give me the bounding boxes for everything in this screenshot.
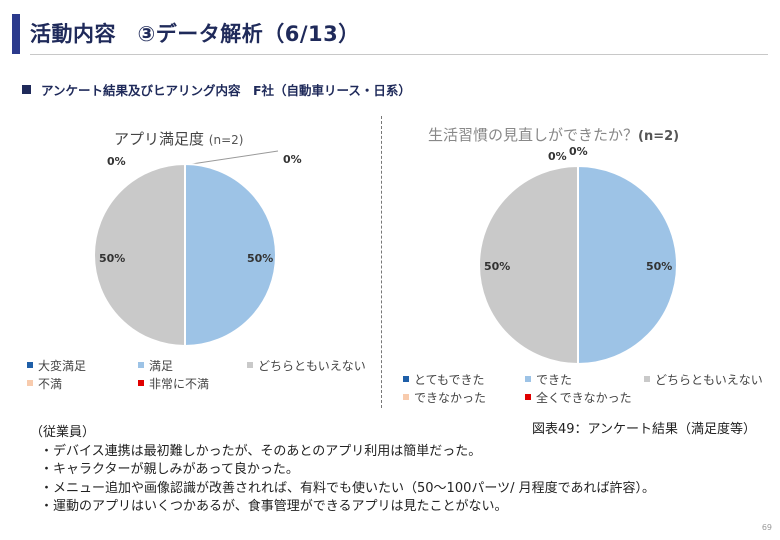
legend-swatch-icon — [27, 380, 33, 386]
figure-caption: 図表49：アンケート結果（満足度等） — [532, 422, 757, 437]
legend-swatch-icon — [403, 394, 409, 400]
chart1-data-label-top-left: 0% — [107, 155, 126, 168]
chart1-slice-1 — [184, 162, 277, 348]
chart1-legend-label: どちらともいえない — [258, 359, 366, 373]
comments-block: （従業員） ・デバイス連携は最初難しかったが、そのあとのアプリ利用は簡単だった。… — [30, 424, 655, 517]
legend-swatch-icon — [247, 362, 253, 368]
chart2-pie — [478, 164, 678, 365]
chart1-title-n: (n=2) — [208, 133, 244, 147]
legend-swatch-icon — [525, 376, 531, 382]
page-number: 69 — [761, 523, 772, 532]
chart1-legend-item: 不満 — [27, 375, 62, 392]
comment-line: ・運動のアプリはいくつかあるが、食事管理ができるアプリは見たことがない。 — [40, 499, 508, 514]
chart1-legend-item: 非常に不満 — [138, 375, 209, 392]
square-bullet-icon — [22, 85, 31, 94]
chart2-legend-label: どちらともいえない — [655, 373, 763, 387]
chart1-legend-item: 大変満足 — [27, 357, 86, 374]
chart2-slice-2 — [478, 164, 579, 365]
legend-swatch-icon — [138, 380, 144, 386]
chart2-legend-item: とてもできた — [403, 371, 485, 388]
chart1-data-label-top-right: 0% — [283, 153, 302, 166]
chart1-legend-item: どちらともいえない — [247, 357, 366, 374]
legend-swatch-icon — [525, 394, 531, 400]
title-accent-bar — [12, 14, 20, 54]
section-subtitle: アンケート結果及びヒアリング内容 F社（自動車リース・日系） — [22, 80, 411, 99]
chart1-legend-label: 大変満足 — [38, 359, 87, 373]
chart1-title-text: アプリ満足度 — [114, 130, 205, 148]
chart1-data-label-gray: 50% — [99, 252, 126, 265]
chart1-legend-label: 不満 — [38, 377, 63, 391]
title-divider — [30, 54, 768, 55]
chart2-legend-label: できなかった — [414, 391, 487, 405]
comment-line: ・キャラクターが親しみがあって良かった。 — [40, 462, 299, 477]
chart1-legend-label: 満足 — [149, 359, 174, 373]
chart2-legend-item: どちらともいえない — [644, 371, 763, 388]
chart2-legend-label: 全くできなかった — [536, 391, 632, 405]
chart2-data-label-top-left: 0% — [548, 150, 567, 163]
chart1-title: アプリ満足度 (n=2) — [114, 128, 243, 149]
chart1-data-label-blue: 50% — [247, 252, 274, 265]
chart2-legend-label: できた — [536, 373, 573, 387]
chart1-pie — [93, 150, 279, 348]
chart2-title-n: (n=2) — [638, 129, 680, 144]
chart1-legend-label: 非常に不満 — [149, 377, 210, 391]
comment-line: ・デバイス連携は最初難しかったが、そのあとのアプリ利用は簡単だった。 — [40, 443, 482, 459]
comment-line: ・メニュー追加や画像認識が改善されれば、有料でも使いたい（50～100パーツ/ … — [40, 480, 655, 496]
legend-swatch-icon — [138, 362, 144, 368]
chart2-legend-item: 全くできなかった — [525, 389, 632, 406]
legend-swatch-icon — [403, 376, 409, 382]
page-title: 活動内容 ③データ解析（6/13） — [30, 22, 360, 46]
chart2-data-label-top-right: 0% — [569, 145, 588, 158]
chart2-slice-1 — [577, 164, 678, 365]
chart1-slice-2 — [93, 162, 186, 348]
legend-swatch-icon — [27, 362, 33, 368]
chart1-leader-line — [184, 150, 279, 166]
chart2-legend-label: とてもできた — [414, 373, 485, 387]
chart2-legend-item: できなかった — [403, 389, 486, 406]
comments-heading: （従業員） — [30, 425, 96, 440]
section-subtitle-text: アンケート結果及びヒアリング内容 F社（自動車リース・日系） — [41, 83, 411, 98]
chart1-legend-item: 満足 — [138, 357, 173, 374]
chart2-legend-item: できた — [525, 371, 572, 388]
chart2-title: 生活習慣の見直しができたか？(n=2) — [428, 124, 679, 145]
chart2-data-label-blue: 50% — [646, 260, 673, 273]
dashed-divider — [381, 116, 382, 408]
legend-swatch-icon — [644, 376, 650, 382]
chart2-data-label-gray: 50% — [484, 260, 511, 273]
chart2-title-text: 生活習慣の見直しができたか？ — [428, 126, 639, 144]
